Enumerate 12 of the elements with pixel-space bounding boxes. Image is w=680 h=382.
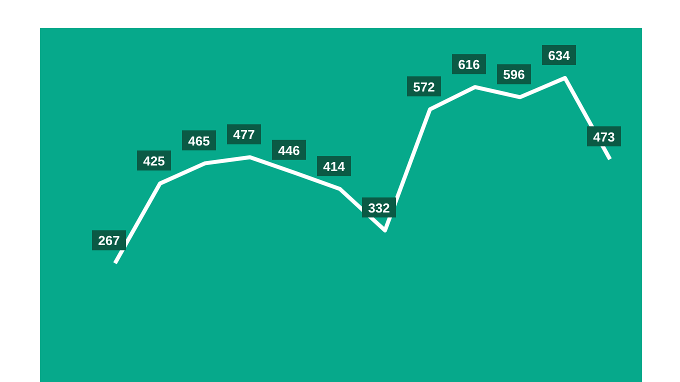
data-label: 465 [188, 133, 210, 148]
data-label: 616 [458, 57, 480, 72]
data-label: 446 [278, 142, 300, 158]
data-label: 425 [143, 153, 165, 168]
data-label: 572 [413, 79, 435, 94]
data-label: 596 [503, 67, 525, 82]
data-label: 414 [323, 159, 346, 174]
data-label: 473 [593, 129, 615, 144]
data-label: 267 [98, 233, 120, 248]
data-label: 332 [368, 200, 390, 216]
data-label: 634 [548, 48, 571, 63]
data-label: 477 [233, 127, 255, 142]
